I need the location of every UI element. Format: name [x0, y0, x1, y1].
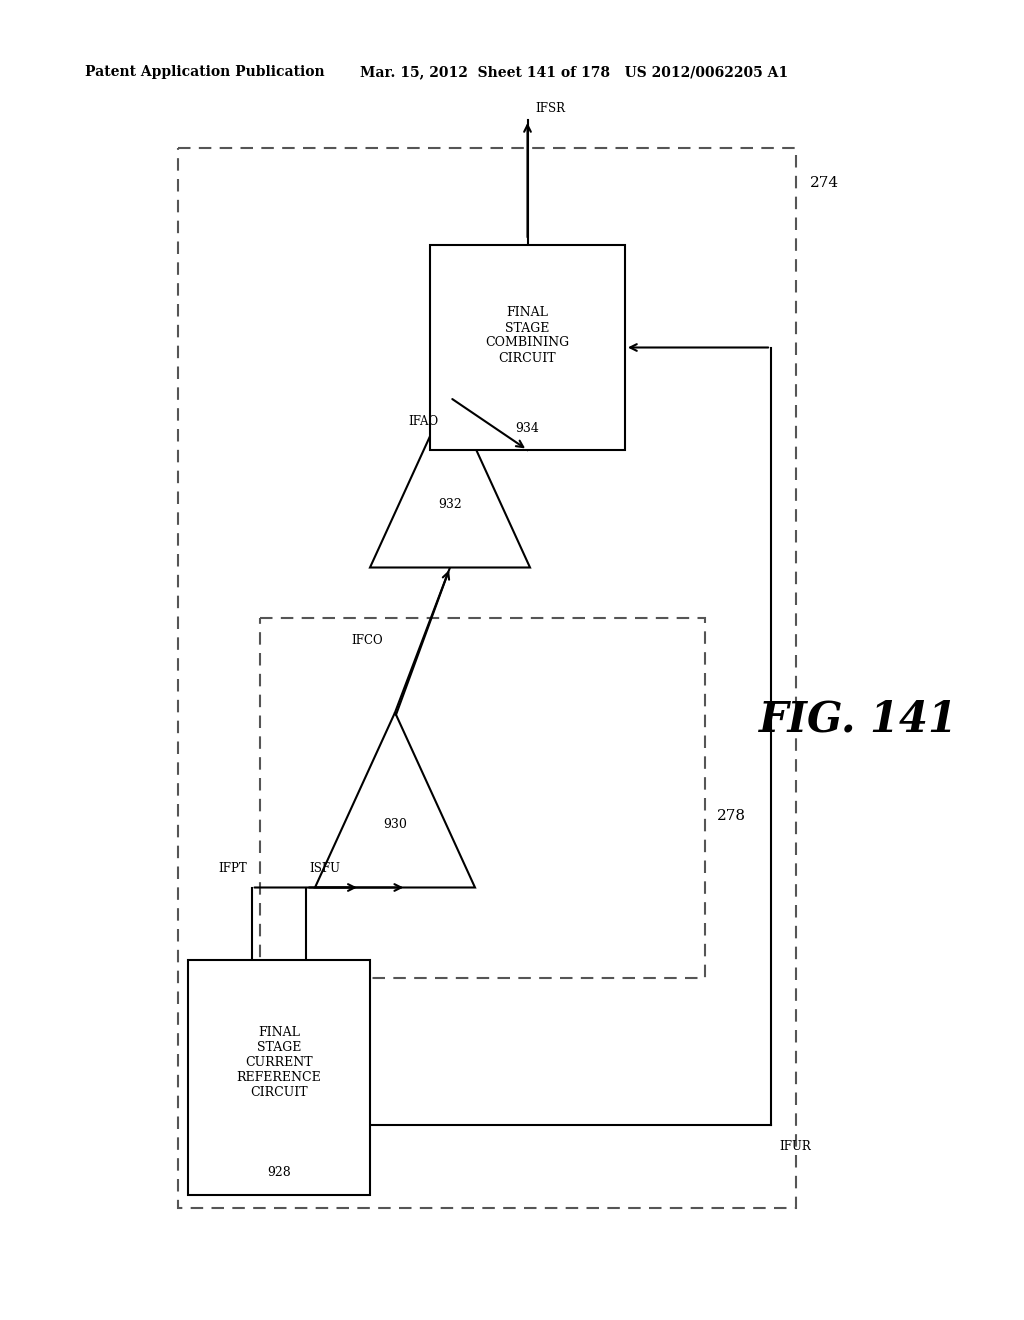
Text: FINAL
STAGE
CURRENT
REFERENCE
CIRCUIT: FINAL STAGE CURRENT REFERENCE CIRCUIT: [237, 1026, 322, 1100]
Polygon shape: [315, 713, 475, 887]
Text: IFSR: IFSR: [536, 102, 565, 115]
Text: IFAO: IFAO: [408, 414, 438, 428]
Text: IFCO: IFCO: [351, 634, 383, 647]
Bar: [178, 148, 796, 1208]
Text: Mar. 15, 2012  Sheet 141 of 178   US 2012/0062205 A1: Mar. 15, 2012 Sheet 141 of 178 US 2012/0…: [360, 65, 788, 79]
Bar: [430, 246, 625, 450]
Text: 930: 930: [383, 818, 407, 832]
Text: 274: 274: [810, 176, 839, 190]
Text: Patent Application Publication: Patent Application Publication: [85, 65, 325, 79]
Bar: [188, 960, 370, 1195]
Text: 934: 934: [515, 421, 540, 434]
Polygon shape: [370, 392, 530, 568]
Bar: [260, 618, 705, 978]
Text: 278: 278: [717, 809, 746, 822]
Text: FINAL
STAGE
COMBINING
CIRCUIT: FINAL STAGE COMBINING CIRCUIT: [485, 306, 569, 364]
Text: IFUR: IFUR: [779, 1139, 811, 1152]
Text: FIG. 141: FIG. 141: [759, 700, 957, 741]
Text: IFPT: IFPT: [218, 862, 247, 875]
Text: ISFU: ISFU: [309, 862, 340, 875]
Text: 932: 932: [438, 499, 462, 511]
Text: 928: 928: [267, 1167, 291, 1180]
